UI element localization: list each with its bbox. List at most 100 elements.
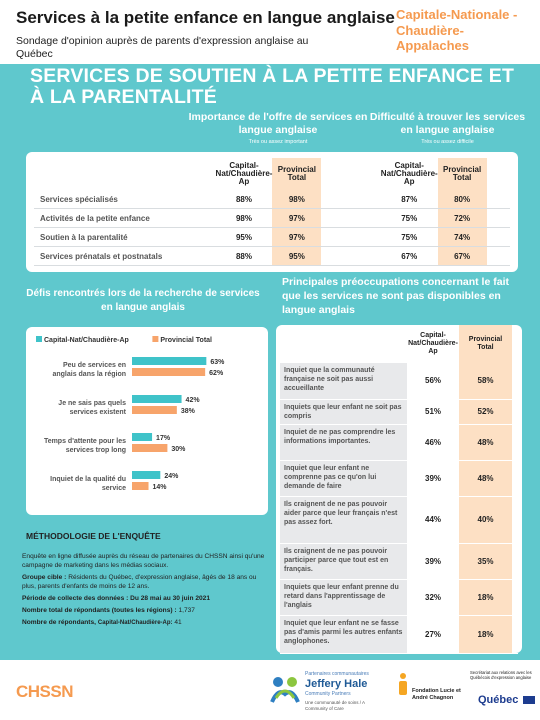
bar xyxy=(132,406,177,414)
difficulty-note: Très ou assez difficile xyxy=(421,139,474,145)
jeffery-hale-logo-icon xyxy=(268,672,302,706)
value-cell: 32% xyxy=(407,579,459,616)
table-row: Ils craignent de ne pas pouvoir particip… xyxy=(280,543,518,580)
value-cell: 75% xyxy=(380,227,438,247)
period-label: Période de collecte des données : xyxy=(22,595,129,602)
difficulty-heading: Difficulté à trouver les services en lan… xyxy=(369,111,526,136)
value-cell: 75% xyxy=(380,208,438,228)
table-row: Inquiets que leur enfant prenne du retar… xyxy=(280,579,518,616)
target-text: Résidents du Québec, d'expression anglai… xyxy=(22,574,257,590)
partner-sub: Community Partners xyxy=(305,691,351,697)
row-label: Inquiets que leur enfant prenne du retar… xyxy=(280,579,408,616)
row-label: Services spécialisés xyxy=(34,190,216,209)
data-label: 17% xyxy=(156,435,171,442)
col-header-region: Capital-Nat/Chaudière-Ap xyxy=(408,332,458,355)
footer: CHSSN Partenaires communautaires Jeffery… xyxy=(0,660,540,720)
region-label: Nombre de répondants, xyxy=(22,619,97,626)
region-value: 41 xyxy=(174,619,182,626)
data-label: 63% xyxy=(210,359,225,366)
table-row: Activités de la petite enfance 98% 97% 7… xyxy=(34,208,510,228)
value-cell: 80% xyxy=(437,190,487,209)
table-row: Inquiets que leur enfant ne soit pas com… xyxy=(280,399,518,425)
partner-tag: Une communauté de soins / A Community of… xyxy=(305,700,365,711)
value-cell: 58% xyxy=(458,363,513,400)
value-cell: 56% xyxy=(407,363,459,400)
table-row: Soutien à la parentalité 95% 97% 75% 74% xyxy=(34,227,510,247)
legend-label: Provincial Total xyxy=(160,337,212,344)
table-row: Inquiet que leur enfant ne se fasse pas … xyxy=(280,615,518,654)
challenges-chart: Capital-Nat/Chaudière-Ap Provincial Total… xyxy=(36,336,225,492)
value-cell: 18% xyxy=(458,615,513,654)
fondation-text: Fondation Lucie et André Chagnon xyxy=(412,688,461,701)
fondation-logo-icon xyxy=(396,672,410,696)
value-cell: 18% xyxy=(458,579,513,616)
value-cell: 48% xyxy=(458,460,513,497)
value-cell: 35% xyxy=(458,543,513,580)
quebec-text: Québec xyxy=(478,694,519,706)
table-row: Services prénatals et postnatals 88% 95%… xyxy=(34,246,510,266)
data-label: 38% xyxy=(181,408,196,415)
period-text: Du 28 mai au 30 juin 2021 xyxy=(130,595,211,602)
category-label: Inquiet de la qualité du service xyxy=(50,476,126,492)
value-cell: 87% xyxy=(380,190,438,209)
value-cell: 39% xyxy=(407,543,459,580)
concerns-table: Capital-Nat/Chaudière-Ap Provincial Tota… xyxy=(280,325,518,654)
chssn-logo-text: CHSSN xyxy=(16,682,74,701)
jeffery-hale-logo: Partenaires communautaires Jeffery Hale … xyxy=(305,670,385,712)
value-cell: 67% xyxy=(437,246,487,266)
value-cell: 39% xyxy=(407,460,459,497)
bar xyxy=(132,395,182,403)
total-label: Nombre total de répondants (toutes les r… xyxy=(22,607,177,614)
methodology-target: Groupe cible : Résidents du Québec, d'ex… xyxy=(22,573,268,591)
value-cell: 97% xyxy=(272,227,322,247)
concerns-table-card: Capital-Nat/Chaudière-Ap Provincial Tota… xyxy=(276,325,522,654)
section-banner: SERVICES DE SOUTIEN À LA PETITE ENFANCE … xyxy=(30,65,515,108)
row-label: Inquiet que leur enfant ne se fasse pas … xyxy=(280,615,408,654)
value-cell: 88% xyxy=(215,190,273,209)
methodology-region: Nombre de répondants, Capital-Nat/Chaudi… xyxy=(22,618,268,628)
row-label: Services prénatals et postnatals xyxy=(34,246,216,266)
row-label: Inquiet que leur enfant ne comprenne pas… xyxy=(280,460,408,497)
table-row: Inquiet que leur enfant ne comprenne pas… xyxy=(280,460,518,497)
data-label: 30% xyxy=(171,446,186,453)
methodology-total: Nombre total de répondants (toutes les r… xyxy=(22,606,268,615)
page-subtitle: Sondage d'opinion auprès de parents d'ex… xyxy=(16,35,309,60)
methodology-title: MÉTHODOLOGIE DE L'ENQUÊTE xyxy=(26,531,161,541)
row-label: Inquiet que la communauté française ne s… xyxy=(280,363,408,400)
row-label: Inquiet de ne pas comprendre les informa… xyxy=(280,424,408,461)
value-cell: 88% xyxy=(215,246,273,266)
value-cell: 67% xyxy=(380,246,438,266)
value-cell: 72% xyxy=(437,208,487,228)
row-label: Ils craignent de ne pas pouvoir aider pa… xyxy=(280,496,408,544)
col-header-provincial: Provincial Total xyxy=(458,325,513,363)
value-cell: 51% xyxy=(407,399,459,425)
importance-table: Capital-Nat/Chaudière-Ap Provincial Tota… xyxy=(34,158,510,266)
legend-swatch xyxy=(152,336,159,342)
category-label: Temps d'attente pour les services trop lo… xyxy=(44,438,126,454)
col-header-provincial-2: Provincial Total xyxy=(437,158,487,190)
bar xyxy=(132,357,207,365)
value-cell: 44% xyxy=(407,496,459,544)
value-cell: 48% xyxy=(458,424,513,461)
importance-note: Très ou assez important xyxy=(248,139,308,145)
bar xyxy=(132,444,168,452)
value-cell: 97% xyxy=(272,208,322,228)
partner-small: Partenaires communautaires xyxy=(305,671,369,677)
value-cell: 46% xyxy=(407,424,459,461)
value-cell: 98% xyxy=(215,208,273,228)
secretariat-text: Secrétariat aux relations avec les Québé… xyxy=(470,670,532,680)
col-header-provincial: Provincial Total xyxy=(272,158,322,190)
bar xyxy=(132,433,153,441)
table-row: Inquiet de ne pas comprendre les informa… xyxy=(280,424,518,461)
region-name-label: Capital-Nat/Chaudière-Ap: xyxy=(97,620,173,626)
value-cell: 40% xyxy=(458,496,513,544)
value-cell: 27% xyxy=(407,615,459,654)
challenges-heading: Défis rencontrés lors de la recherche de… xyxy=(26,288,260,313)
value-cell: 95% xyxy=(272,246,322,266)
row-label: Soutien à la parentalité xyxy=(34,227,216,247)
partner-name: Jeffery Hale xyxy=(305,678,368,690)
quebec-logo: Québec xyxy=(478,694,536,706)
bar xyxy=(132,471,161,479)
region-name: Capitale-Nationale -Chaudière-Appalaches xyxy=(396,7,518,53)
data-label: 24% xyxy=(164,473,179,480)
